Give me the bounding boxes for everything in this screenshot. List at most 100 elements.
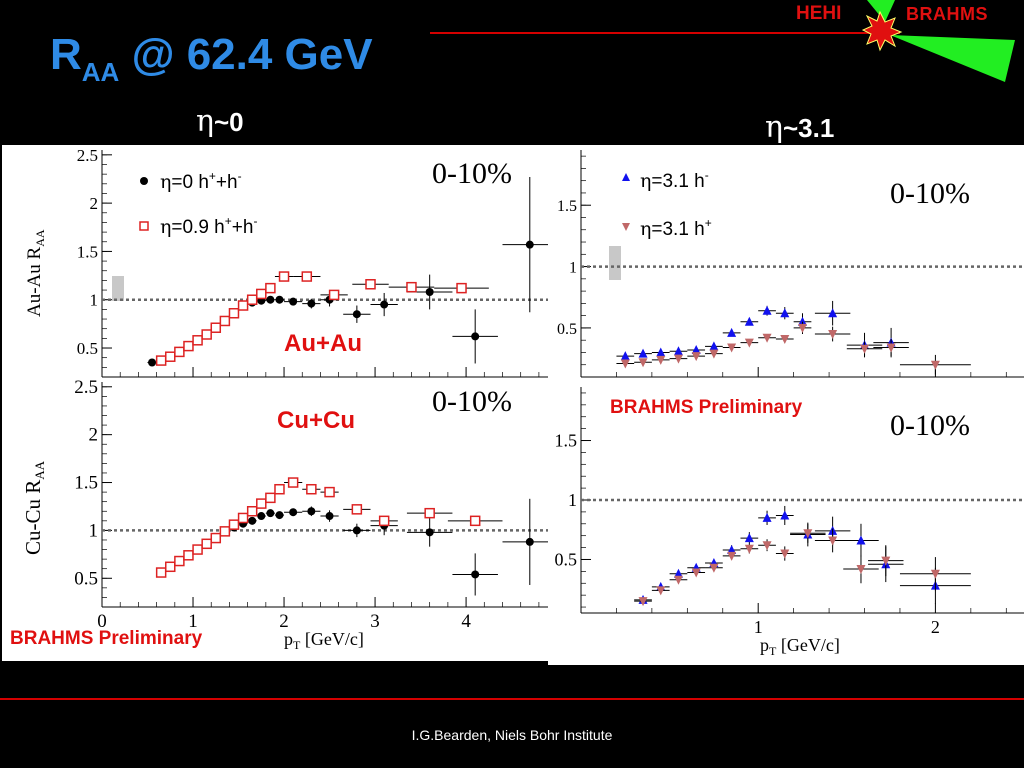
data-point-circle bbox=[352, 310, 361, 319]
data-point-triangle-down bbox=[856, 564, 866, 574]
data-point-circle bbox=[289, 297, 298, 306]
data-point-square bbox=[237, 300, 249, 311]
top-y-axis-label: Au-Au RAA bbox=[24, 229, 47, 317]
x-tick-label: 1 bbox=[754, 617, 763, 637]
title-r: R bbox=[50, 30, 82, 79]
preliminary-label: BRAHMS Preliminary bbox=[10, 628, 203, 649]
data-point-triangle-down bbox=[930, 569, 940, 579]
heading-eta-0: η~0 bbox=[196, 104, 244, 139]
data-point-square bbox=[165, 351, 176, 362]
data-point-square bbox=[219, 526, 231, 537]
data-point-circle bbox=[289, 508, 298, 517]
data-point-circle bbox=[471, 332, 480, 341]
data-point-triangle-down bbox=[656, 355, 666, 365]
data-point-square bbox=[174, 346, 185, 358]
legend-text: =0.9 h bbox=[171, 217, 224, 238]
data-point-square bbox=[183, 340, 194, 352]
data-point-triangle-up bbox=[673, 346, 683, 356]
top-y-axis-label-sub: AA bbox=[33, 229, 47, 247]
data-point-triangle-down bbox=[709, 349, 719, 359]
data-point-triangle-down bbox=[886, 343, 896, 353]
data-point-triangle-down bbox=[860, 344, 870, 354]
data-point-square bbox=[306, 483, 317, 495]
data-point-square bbox=[278, 271, 290, 282]
data-point-triangle-up bbox=[798, 316, 807, 326]
data-point-circle bbox=[307, 299, 316, 308]
data-point-triangle-up bbox=[856, 535, 866, 545]
normalization-uncertainty-box bbox=[112, 276, 124, 301]
data-point-square bbox=[351, 504, 363, 515]
y-tick-label: 1.5 bbox=[557, 198, 577, 215]
legend-sup: + bbox=[225, 214, 232, 228]
data-point-circle bbox=[471, 570, 480, 579]
centrality-label-bottom: 0-10% bbox=[890, 409, 970, 442]
data-point-triangle-down bbox=[803, 529, 813, 539]
data-point-triangle-up bbox=[638, 348, 648, 358]
right-chart-panel: 0-10% 0-10% BRAHMS Preliminary pT [GeV/c… bbox=[548, 145, 1024, 665]
y-tick-label: 1 bbox=[569, 260, 577, 277]
legend-marker-triangle-down bbox=[622, 223, 630, 231]
data-point-triangle-up bbox=[656, 347, 666, 357]
title-energy: @ 62.4 GeV bbox=[119, 30, 373, 79]
data-point-square bbox=[174, 555, 185, 567]
data-point-triangle-down bbox=[744, 338, 754, 348]
legend-sup: - bbox=[253, 214, 257, 228]
left-chart-panel: 0-10% 0-10% Au+Au Cu+Cu BRAHMS Prelimina… bbox=[2, 145, 558, 661]
data-point-square bbox=[365, 279, 376, 290]
legend-entry-eta-3-1-minus: η=3.1 h- bbox=[640, 168, 709, 192]
y-tick-label: 0.5 bbox=[77, 339, 98, 358]
right-chart-svg: 0-10% 0-10% BRAHMS Preliminary pT [GeV/c… bbox=[555, 150, 1024, 658]
data-point-square bbox=[228, 307, 240, 319]
legend-text: =3.1 h bbox=[651, 171, 704, 192]
preliminary-label: BRAHMS Preliminary bbox=[610, 397, 803, 418]
x-tick-label: 2 bbox=[279, 611, 289, 632]
data-point-triangle-down bbox=[691, 352, 701, 362]
heading-eta-symbol: η bbox=[765, 110, 783, 145]
legend-marker-filled-circle bbox=[140, 177, 148, 185]
legend-marker-triangle-up bbox=[622, 173, 630, 181]
left-chart-svg: 0-10% 0-10% Au+Au Cu+Cu BRAHMS Prelimina… bbox=[10, 146, 558, 652]
legend-eta-symbol: η bbox=[640, 218, 651, 240]
logo-green-beam-upper bbox=[867, 0, 895, 22]
y-tick-label: 1 bbox=[89, 520, 99, 541]
x-tick-label: 1 bbox=[188, 611, 198, 632]
legend-mid: +h bbox=[232, 217, 254, 238]
data-point-triangle-up bbox=[727, 544, 737, 554]
legend-text: =3.1 h bbox=[651, 219, 704, 240]
data-point-triangle-down bbox=[881, 556, 891, 566]
data-point-triangle-down bbox=[762, 541, 772, 551]
y-tick-label: 1 bbox=[90, 291, 99, 310]
data-point-triangle-up bbox=[673, 568, 683, 578]
x-axis-label: pT [GeV/c] bbox=[760, 635, 840, 658]
legend-eta-symbol: η bbox=[640, 170, 651, 192]
x-axis-label-p: p bbox=[284, 629, 293, 649]
data-point-square bbox=[192, 335, 203, 346]
data-point-circle bbox=[275, 511, 284, 520]
data-point-triangle-down bbox=[691, 568, 701, 578]
data-point-circle bbox=[248, 516, 257, 525]
legend-sup: + bbox=[705, 216, 712, 230]
data-point-square bbox=[274, 483, 285, 495]
data-point-triangle-down bbox=[673, 354, 683, 364]
page-title: RAA @ 62.4 GeV bbox=[50, 30, 373, 97]
y-tick-label: 2 bbox=[90, 194, 99, 213]
data-point-square bbox=[201, 329, 212, 340]
data-point-circle bbox=[425, 528, 434, 537]
title-subscript: AA bbox=[81, 57, 120, 87]
y-tick-label: 0.5 bbox=[74, 568, 98, 589]
brahms-logo-graphic bbox=[861, 0, 1015, 82]
data-point-triangle-down bbox=[762, 333, 772, 343]
data-point-triangle-up bbox=[780, 510, 790, 520]
data-point-square bbox=[155, 355, 167, 366]
legend-sup: - bbox=[705, 168, 709, 182]
data-point-circle bbox=[352, 526, 361, 535]
data-point-triangle-down bbox=[744, 544, 754, 554]
data-point-triangle-down bbox=[828, 330, 838, 340]
x-axis-label-sub: T bbox=[293, 638, 301, 652]
data-point-square bbox=[378, 515, 390, 527]
data-point-square bbox=[237, 512, 249, 524]
y-tick-label: 2.5 bbox=[74, 377, 98, 398]
bottom-y-axis-label-main: Cu-Cu R bbox=[21, 480, 45, 555]
data-point-triangle-up bbox=[744, 316, 754, 326]
data-point-triangle-up bbox=[709, 341, 719, 351]
